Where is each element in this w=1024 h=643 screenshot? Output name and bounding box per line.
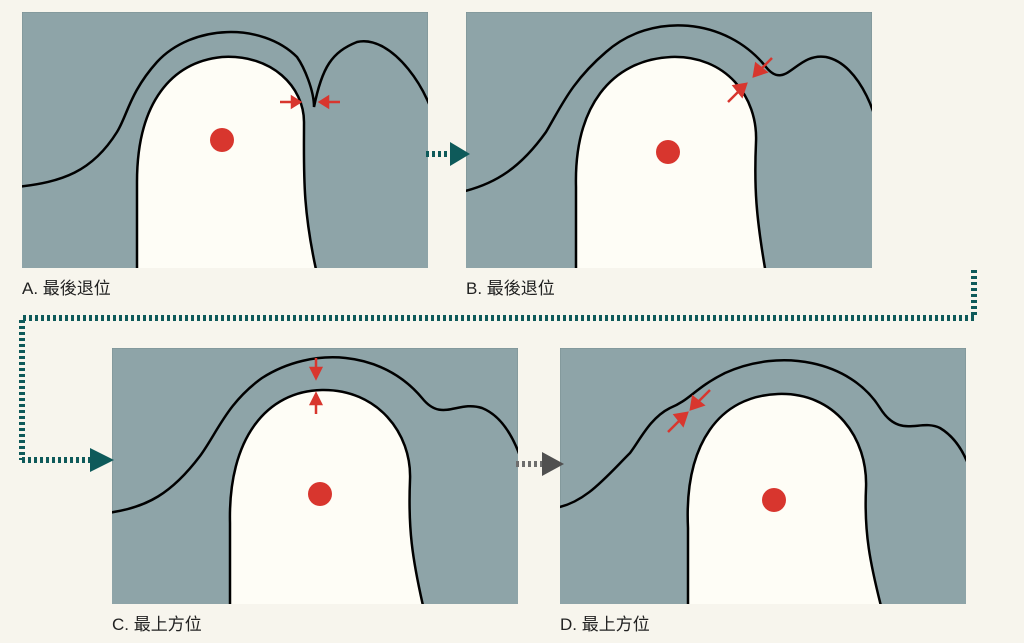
flow-arrow-b-c [14, 264, 980, 478]
panel-b: B. 最後退位 [466, 12, 872, 299]
head-center-dot [656, 140, 680, 164]
head-center-dot [308, 482, 332, 506]
panel-d-caption: D. 最上方位 [560, 610, 966, 635]
panel-b-svg [466, 12, 872, 268]
flow-arrow-a-b [426, 140, 470, 168]
panel-a-svg [22, 12, 428, 268]
panel-c-caption: C. 最上方位 [112, 610, 518, 635]
head-center-dot [210, 128, 234, 152]
panel-a: A. 最後退位 [22, 12, 428, 299]
head-center-dot [762, 488, 786, 512]
flow-arrow-c-d [516, 450, 564, 478]
